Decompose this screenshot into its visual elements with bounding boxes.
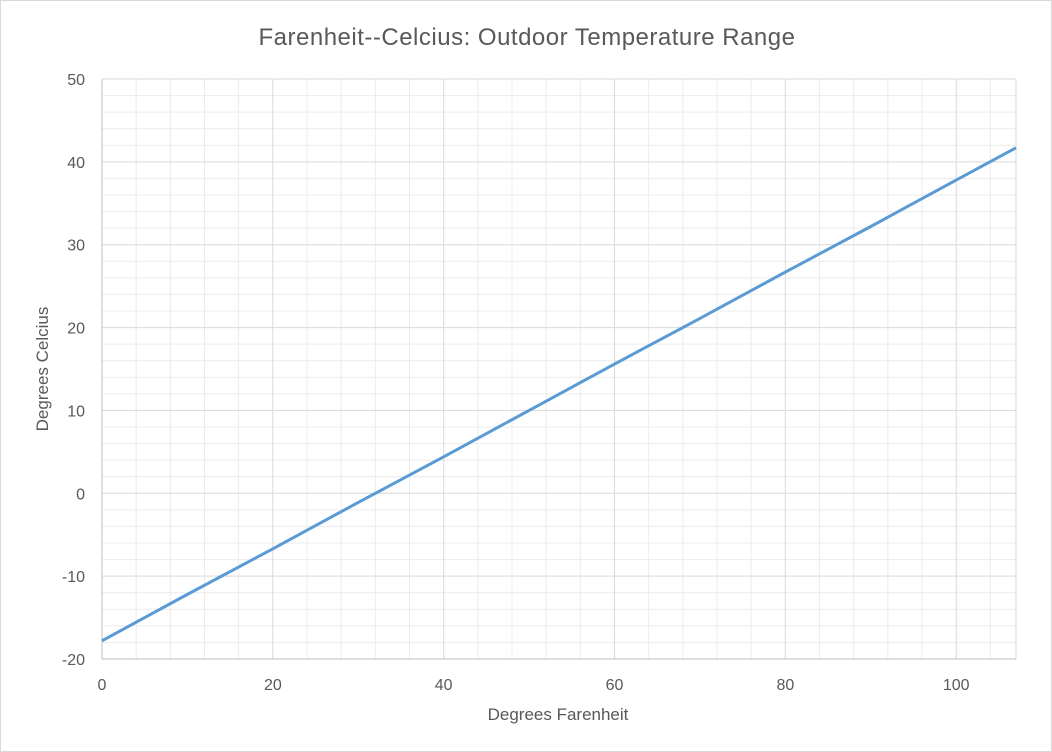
- x-tick-label: 60: [606, 677, 624, 694]
- minor-gridlines: [102, 79, 1016, 659]
- y-tick-labels: -20 -10 0 10 20 30 40 50: [62, 72, 85, 669]
- y-tick-label: 0: [76, 486, 85, 503]
- x-tick-label: 20: [264, 677, 282, 694]
- y-axis-title: Degrees Celcius: [33, 307, 52, 432]
- axes: [101, 79, 1016, 660]
- y-tick-label: -20: [62, 652, 85, 669]
- y-tick-label: 30: [67, 238, 85, 255]
- x-tick-label: 80: [776, 677, 794, 694]
- y-tick-label: 20: [67, 321, 85, 338]
- x-tick-labels: 0 20 40 60 80 100: [98, 677, 970, 694]
- y-tick-label: 10: [67, 403, 85, 420]
- y-tick-label: 40: [67, 155, 85, 172]
- series-line: [101, 146, 1017, 643]
- x-tick-label: 100: [943, 677, 970, 694]
- chart-title: Farenheit--Celcius: Outdoor Temperature …: [259, 24, 796, 51]
- y-tick-label: -10: [62, 569, 85, 586]
- x-tick-label: 40: [435, 677, 453, 694]
- x-tick-label: 0: [98, 677, 107, 694]
- series-layer: [101, 146, 1017, 643]
- y-tick-label: 50: [67, 72, 85, 89]
- major-gridlines: [102, 78, 1017, 659]
- x-axis-title: Degrees Farenheit: [488, 705, 629, 724]
